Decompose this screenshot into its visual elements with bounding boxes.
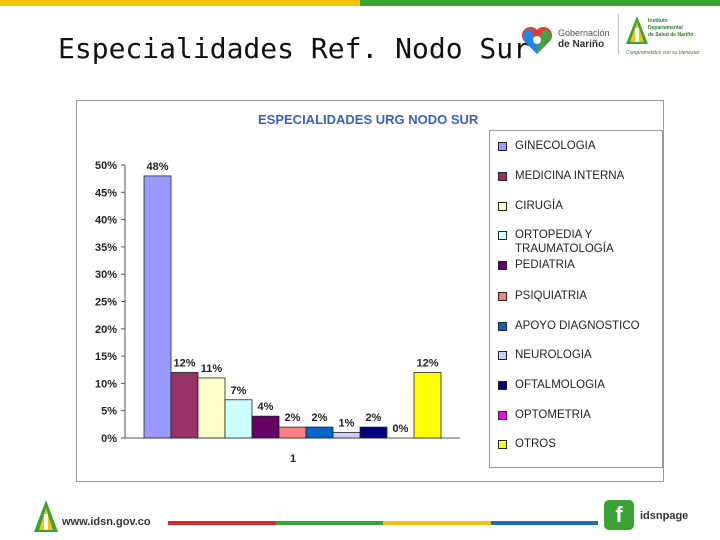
data-label: 48% xyxy=(146,161,168,173)
legend-swatch xyxy=(498,261,507,270)
legend-item: ORTOPEDIA Y TRAUMATOLOGÍA xyxy=(498,228,655,256)
data-label: 0% xyxy=(393,423,409,435)
footer-color-bar xyxy=(168,521,598,525)
footer-page-name[interactable]: idsnpage xyxy=(640,510,689,522)
data-label: 2% xyxy=(366,412,382,424)
data-label: 4% xyxy=(258,401,274,413)
chart-legend: GINECOLOGIA MEDICINA INTERNA CIRUGÍA ORTOPE… xyxy=(489,130,663,468)
data-label: 11% xyxy=(201,363,223,375)
footer-url[interactable]: www.idsn.gov.co xyxy=(62,516,151,528)
bar-apoyo-diagnostico xyxy=(305,426,334,439)
bar-cirug-a xyxy=(197,377,226,439)
footer-bar-segment xyxy=(275,521,383,525)
bar-neurologia xyxy=(332,432,361,439)
idsn-name: Instituto Departamental de Salud de Nari… xyxy=(648,18,693,39)
legend-swatch xyxy=(498,172,507,181)
legend-swatch xyxy=(498,381,507,390)
data-label: 12% xyxy=(416,357,438,369)
y-tick-label: 15% xyxy=(95,351,117,363)
legend-label: OFTALMOLOGIA xyxy=(515,379,605,391)
idsn-line2: Departamental xyxy=(648,25,683,31)
legend-label: OTROS xyxy=(515,438,556,450)
gobernacion-name: Gobernación de Nariño xyxy=(558,28,610,50)
idsn-logo: Instituto Departamental de Salud de Nari… xyxy=(622,12,712,60)
gobernacion-line2: de Nariño xyxy=(558,39,605,50)
legend-item: MEDICINA INTERNA xyxy=(498,169,655,183)
legend-item: PEDIATRIA xyxy=(498,258,655,272)
footer: www.idsn.gov.co f idsnpage xyxy=(0,492,720,540)
legend-item: CIRUGÍA xyxy=(498,199,655,213)
legend-label: OPTOMETRIA xyxy=(515,409,591,421)
y-tick-label: 45% xyxy=(95,187,117,199)
y-tick-label: 30% xyxy=(95,269,117,281)
idsn-line3: de Salud de Nariño xyxy=(648,32,694,38)
legend-label: APOYO DIAGNOSTICO xyxy=(515,320,640,332)
top-bar-yellow xyxy=(0,0,360,6)
y-tick-label: 35% xyxy=(95,242,117,254)
data-label: 7% xyxy=(231,385,247,397)
data-label: 1% xyxy=(339,418,355,430)
y-tick-label: 10% xyxy=(95,378,117,390)
legend-swatch xyxy=(498,322,507,331)
legend-item: GINECOLOGIA xyxy=(498,139,655,153)
legend-swatch xyxy=(498,411,507,420)
y-tick-label: 20% xyxy=(95,324,117,336)
facebook-icon[interactable]: f xyxy=(604,500,634,530)
bar-ortopedia-y-traumatolog-a xyxy=(224,399,253,439)
legend-swatch xyxy=(498,351,507,360)
chart-title: ESPECIALIDADES URG NODO SUR xyxy=(258,112,479,127)
data-label: 2% xyxy=(312,412,328,424)
legend-item: OFTALMOLOGIA xyxy=(498,378,655,392)
footer-bar-segment xyxy=(490,521,598,525)
y-tick-label: 50% xyxy=(95,160,117,172)
legend-label: GINECOLOGIA xyxy=(515,140,596,152)
legend-item: PSIQUIATRIA xyxy=(498,289,655,303)
idsn-tagline: Comprometidos con su bienestar xyxy=(626,50,700,56)
legend-label: ORTOPEDIA Y TRAUMATOLOGÍA xyxy=(515,229,614,255)
idsn-footer-logo-icon xyxy=(34,500,58,532)
bar-pediatria xyxy=(251,415,280,439)
y-tick-label: 40% xyxy=(95,215,117,227)
idsn-mark-icon xyxy=(626,16,648,44)
bar-psiquiatria xyxy=(278,426,307,439)
x-tick-label: 1 xyxy=(290,453,296,465)
legend-swatch xyxy=(498,142,507,151)
legend-item: NEUROLOGIA xyxy=(498,348,655,362)
legend-label: PSIQUIATRIA xyxy=(515,290,587,302)
legend-swatch xyxy=(498,202,507,211)
bar-ginecologia xyxy=(143,175,172,439)
slide-title: Especialidades Ref. Nodo Sur xyxy=(58,32,531,65)
legend-swatch xyxy=(498,292,507,301)
data-label: 12% xyxy=(173,357,195,369)
legend-item: OPTOMETRIA xyxy=(498,408,655,422)
footer-bar-segment xyxy=(168,521,276,525)
y-tick-label: 5% xyxy=(101,406,117,418)
legend-label: MEDICINA INTERNA xyxy=(515,170,625,182)
legend-label: CIRUGÍA xyxy=(515,200,563,212)
logo-separator xyxy=(618,14,619,54)
heart-logo-icon xyxy=(521,26,553,54)
top-bar-green xyxy=(360,0,720,6)
legend-label: NEUROLOGIA xyxy=(515,349,592,361)
legend-swatch xyxy=(498,231,507,240)
y-tick-label: 0% xyxy=(101,433,117,445)
legend-item: APOYO DIAGNOSTICO xyxy=(498,319,655,333)
legend-label: PEDIATRIA xyxy=(515,259,575,271)
y-tick-label: 25% xyxy=(95,297,117,309)
idsn-line1: Instituto xyxy=(648,18,668,24)
gobernacion-line1: Gobernación xyxy=(558,28,610,38)
data-label: 2% xyxy=(285,412,301,424)
footer-bar-segment xyxy=(383,521,491,525)
bar-otros xyxy=(413,372,442,439)
gobernacion-logo: Gobernación de Nariño xyxy=(520,20,615,60)
top-color-bar xyxy=(0,0,720,6)
bar-medicina-interna xyxy=(170,372,199,439)
legend-item: OTROS xyxy=(498,437,655,451)
legend-swatch xyxy=(498,440,507,449)
bar-oftalmologia xyxy=(359,426,388,439)
